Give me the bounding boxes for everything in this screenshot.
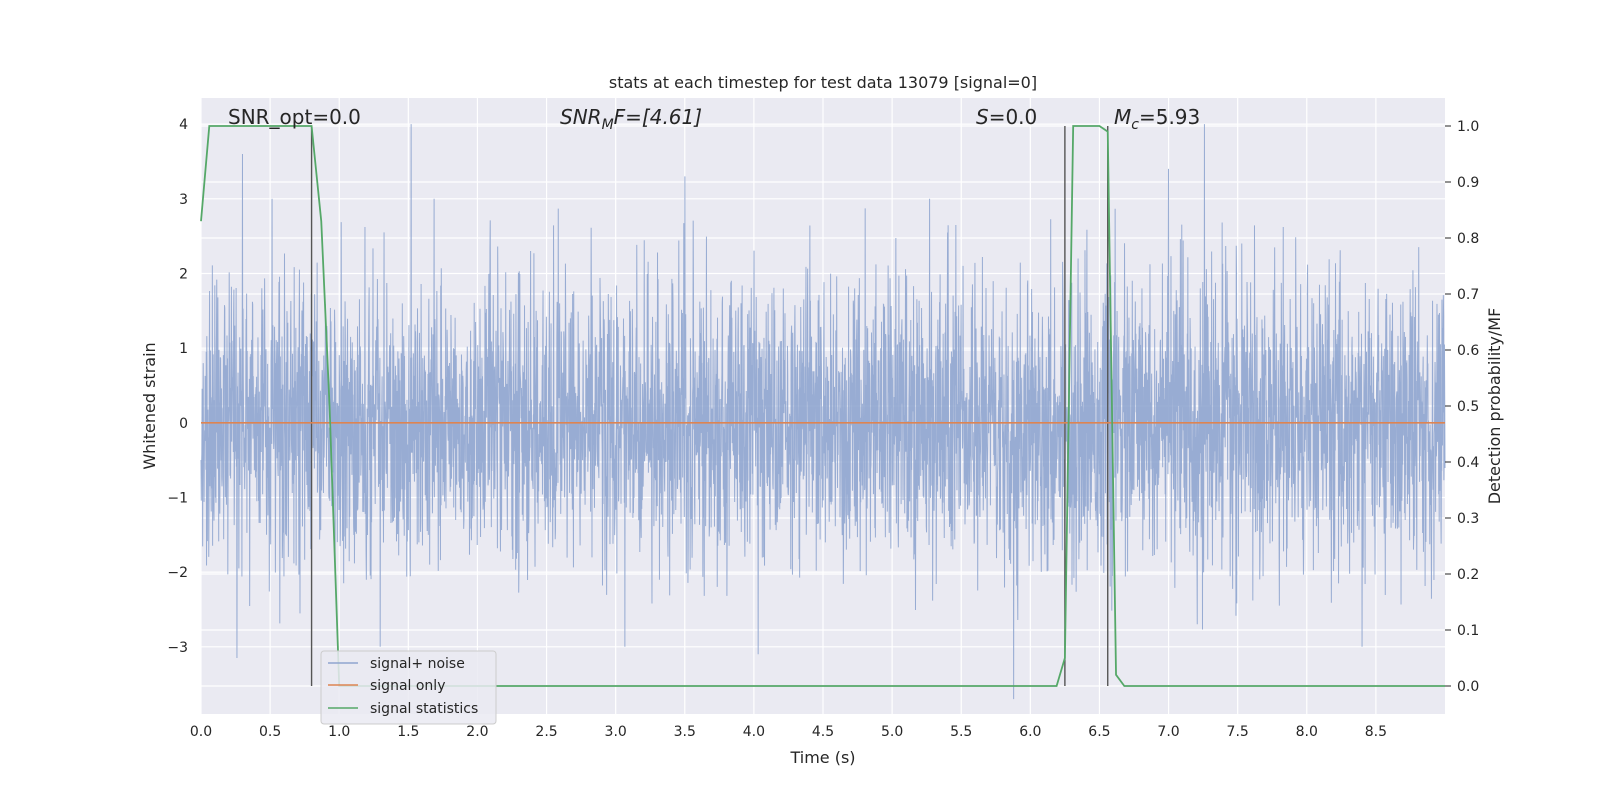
x-tick-label: 7.0 xyxy=(1157,724,1179,740)
x-tick-label: 8.0 xyxy=(1296,724,1318,740)
y-right-tick-label: 0.1 xyxy=(1457,623,1479,639)
y-right-tick-label: 0.8 xyxy=(1457,231,1479,247)
y-right-tick-label: 0.4 xyxy=(1457,455,1479,471)
x-tick-label: 1.5 xyxy=(397,724,419,740)
x-tick-label: 5.0 xyxy=(881,724,903,740)
y-tick-label: 2 xyxy=(179,266,188,282)
chart-title: stats at each timestep for test data 130… xyxy=(609,73,1037,92)
s-main: S xyxy=(976,105,989,129)
s-rest: =0.0 xyxy=(989,105,1038,129)
x-tick-labels: 0.0 0.5 1.0 1.5 2.0 2.5 3.0 3.5 4.0 4.5 5.0 5.5 6.0 6… xyxy=(190,724,1387,740)
x-tick-label: 2.5 xyxy=(535,724,557,740)
legend-label-noise: signal+ noise xyxy=(370,656,465,672)
y-axis-label: Whitened strain xyxy=(140,342,159,469)
x-tick-label: 3.5 xyxy=(674,724,696,740)
y-right-tick-label: 1.0 xyxy=(1457,119,1479,135)
annotation-snr-mf: SNRMF=[4.61] xyxy=(560,105,702,133)
mc-main: M xyxy=(1114,105,1131,129)
legend: signal+ noise signal only signal statist… xyxy=(320,650,497,725)
mc-sub: c xyxy=(1131,117,1139,133)
y-tick-label: −1 xyxy=(167,490,188,506)
annotation-s: S=0.0 xyxy=(976,105,1037,129)
y-right-tick-label: 0.6 xyxy=(1457,343,1479,359)
y-right-tick-label: 0.0 xyxy=(1457,679,1479,695)
y-tick-label: 4 xyxy=(179,117,188,133)
noise-series xyxy=(200,124,1446,700)
y-tick-labels: −3 −2 −1 0 1 2 3 4 xyxy=(167,117,188,656)
y-right-tick-label: 0.5 xyxy=(1457,399,1479,415)
y-right-tick-labels: 0.0 0.1 0.2 0.3 0.4 0.5 0.6 0.7 0.8 0.9 1.0 xyxy=(1445,119,1479,695)
series-signal-statistics xyxy=(200,125,1445,687)
y-tick-label: −3 xyxy=(167,640,188,656)
x-axis-label: Time (s) xyxy=(789,748,855,767)
x-tick-label: 4.5 xyxy=(812,724,834,740)
y-right-tick-label: 0.2 xyxy=(1457,567,1479,583)
x-tick-label: 0.5 xyxy=(259,724,281,740)
x-tick-label: 1.0 xyxy=(328,724,350,740)
x-tick-label: 6.0 xyxy=(1019,724,1041,740)
y-right-tick-label: 0.3 xyxy=(1457,511,1479,527)
vertical-markers xyxy=(310,126,1109,686)
y-tick-label: −2 xyxy=(167,565,188,581)
snr-mf-sub: M xyxy=(602,117,614,133)
y-tick-label: 3 xyxy=(179,192,188,208)
y-right-axis-label: Detection probability/MF xyxy=(1485,308,1504,505)
legend-box xyxy=(320,650,497,725)
legend-label-statistics: signal statistics xyxy=(370,701,478,717)
annotation-mc: Mc=5.93 xyxy=(1114,105,1200,133)
y-tick-label: 0 xyxy=(179,416,188,432)
x-tick-label: 0.0 xyxy=(190,724,212,740)
x-tick-label: 7.5 xyxy=(1227,724,1249,740)
y-right-tick-label: 0.9 xyxy=(1457,175,1479,191)
series-signal-noise xyxy=(200,124,1446,700)
snr-mf-rest: F=[4.61] xyxy=(614,105,702,129)
x-tick-label: 6.5 xyxy=(1088,724,1110,740)
annotation-snr-opt: SNR_opt=0.0 xyxy=(228,105,361,129)
x-tick-label: 2.0 xyxy=(466,724,488,740)
snr-mf-main: SNR xyxy=(560,105,602,129)
line-series xyxy=(200,125,1445,687)
x-tick-label: 5.5 xyxy=(950,724,972,740)
y-tick-label: 1 xyxy=(179,341,188,357)
legend-label-signal: signal only xyxy=(370,678,445,694)
x-tick-label: 3.0 xyxy=(605,724,627,740)
x-tick-label: 4.0 xyxy=(743,724,765,740)
y-right-tick-label: 0.7 xyxy=(1457,287,1479,303)
mc-rest: =5.93 xyxy=(1139,105,1200,129)
x-tick-label: 8.5 xyxy=(1365,724,1387,740)
